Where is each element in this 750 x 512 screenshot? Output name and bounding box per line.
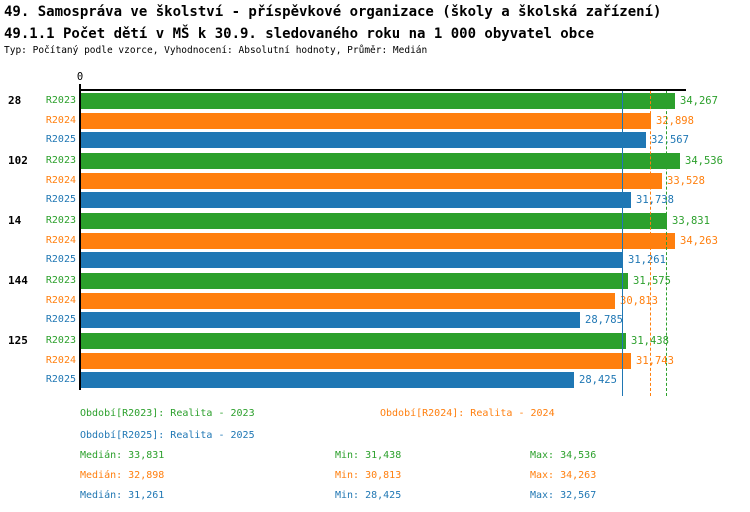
bar-28-r2023 [81, 93, 675, 109]
median-line-r2025 [622, 91, 623, 396]
bar-102-r2024 [81, 173, 662, 189]
bar-144-r2024 [81, 293, 615, 309]
bar-102-r2025 [81, 192, 631, 208]
bar-14-r2025 [81, 252, 623, 268]
series-label-r2024: R2024 [45, 175, 76, 186]
report-title: 49. Samospráva ve školství - příspěvkové… [4, 4, 662, 20]
bar-value-label-28-r2025: 32,567 [651, 134, 689, 146]
series-label-r2025: R2025 [45, 254, 76, 265]
bar-value-label-102-r2023: 34,536 [685, 155, 723, 167]
bar-125-r2024 [81, 353, 631, 369]
stat-median-r2025: Medián: 31,261 [80, 490, 165, 501]
bar-28-r2024 [81, 113, 651, 129]
series-label-r2023: R2023 [45, 155, 76, 166]
series-label-r2023: R2023 [45, 335, 76, 346]
bar-value-label-102-r2024: 33,528 [667, 175, 705, 187]
bar-125-r2023 [81, 333, 626, 349]
category-label-14: 14 [8, 214, 22, 227]
bar-value-label-28-r2024: 32,898 [656, 115, 694, 127]
bar-value-label-125-r2025: 28,425 [579, 374, 617, 386]
series-label-r2024: R2024 [45, 355, 76, 366]
stat-max-r2023: Max: 34,536 [530, 450, 597, 461]
bar-value-label-125-r2024: 31,743 [636, 355, 674, 367]
stat-min-r2023: Min: 31,438 [335, 450, 402, 461]
category-label-28: 28 [8, 94, 22, 107]
bar-144-r2023 [81, 273, 628, 289]
bar-value-label-144-r2023: 31,575 [633, 275, 671, 287]
stat-max-r2025: Max: 32,567 [530, 490, 597, 501]
bar-14-r2024 [81, 233, 675, 249]
stat-min-r2024: Min: 30,813 [335, 470, 402, 481]
median-line-r2024 [650, 91, 651, 396]
bar-value-label-14-r2023: 33,831 [672, 215, 710, 227]
stat-min-r2025: Min: 28,425 [335, 490, 402, 501]
bar-14-r2023 [81, 213, 667, 229]
bar-102-r2023 [81, 153, 680, 169]
legend-item-r2025: Období[R2025]: Realita - 2025 [80, 430, 255, 441]
category-label-102: 102 [8, 154, 28, 167]
x-axis-line [79, 89, 686, 91]
series-label-r2024: R2024 [45, 115, 76, 126]
bar-125-r2025 [81, 372, 574, 388]
category-label-144: 144 [8, 274, 28, 287]
bar-value-label-102-r2025: 31,738 [636, 194, 674, 206]
x-axis-zero-tick-label: 0 [76, 71, 84, 83]
chart-title: 49.1.1 Počet dětí v MŠ k 30.9. sledované… [4, 26, 595, 42]
bar-value-label-125-r2023: 31,438 [631, 335, 669, 347]
series-label-r2024: R2024 [45, 295, 76, 306]
median-line-r2023 [666, 91, 667, 396]
series-label-r2025: R2025 [45, 374, 76, 385]
series-label-r2023: R2023 [45, 275, 76, 286]
series-label-r2023: R2023 [45, 95, 76, 106]
bar-value-label-144-r2025: 28,785 [585, 314, 623, 326]
series-label-r2024: R2024 [45, 235, 76, 246]
series-label-r2025: R2025 [45, 314, 76, 325]
stat-median-r2024: Medián: 32,898 [80, 470, 165, 481]
bar-value-label-144-r2024: 30,813 [620, 295, 658, 307]
legend-item-r2024: Období[R2024]: Realita - 2024 [380, 408, 555, 419]
series-label-r2025: R2025 [45, 194, 76, 205]
chart-subtitle: Typ: Počítaný podle vzorce, Vyhodnocení:… [4, 45, 428, 56]
stat-max-r2024: Max: 34,263 [530, 470, 597, 481]
y-axis-line [79, 84, 81, 390]
series-label-r2023: R2023 [45, 215, 76, 226]
stat-median-r2023: Medián: 33,831 [80, 450, 165, 461]
series-label-r2025: R2025 [45, 134, 76, 145]
bar-144-r2025 [81, 312, 580, 328]
bar-value-label-14-r2025: 31,261 [628, 254, 666, 266]
bar-value-label-28-r2023: 34,267 [680, 95, 718, 107]
bar-value-label-14-r2024: 34,263 [680, 235, 718, 247]
bar-28-r2025 [81, 132, 646, 148]
category-label-125: 125 [8, 334, 28, 347]
legend-item-r2023: Období[R2023]: Realita - 2023 [80, 408, 255, 419]
